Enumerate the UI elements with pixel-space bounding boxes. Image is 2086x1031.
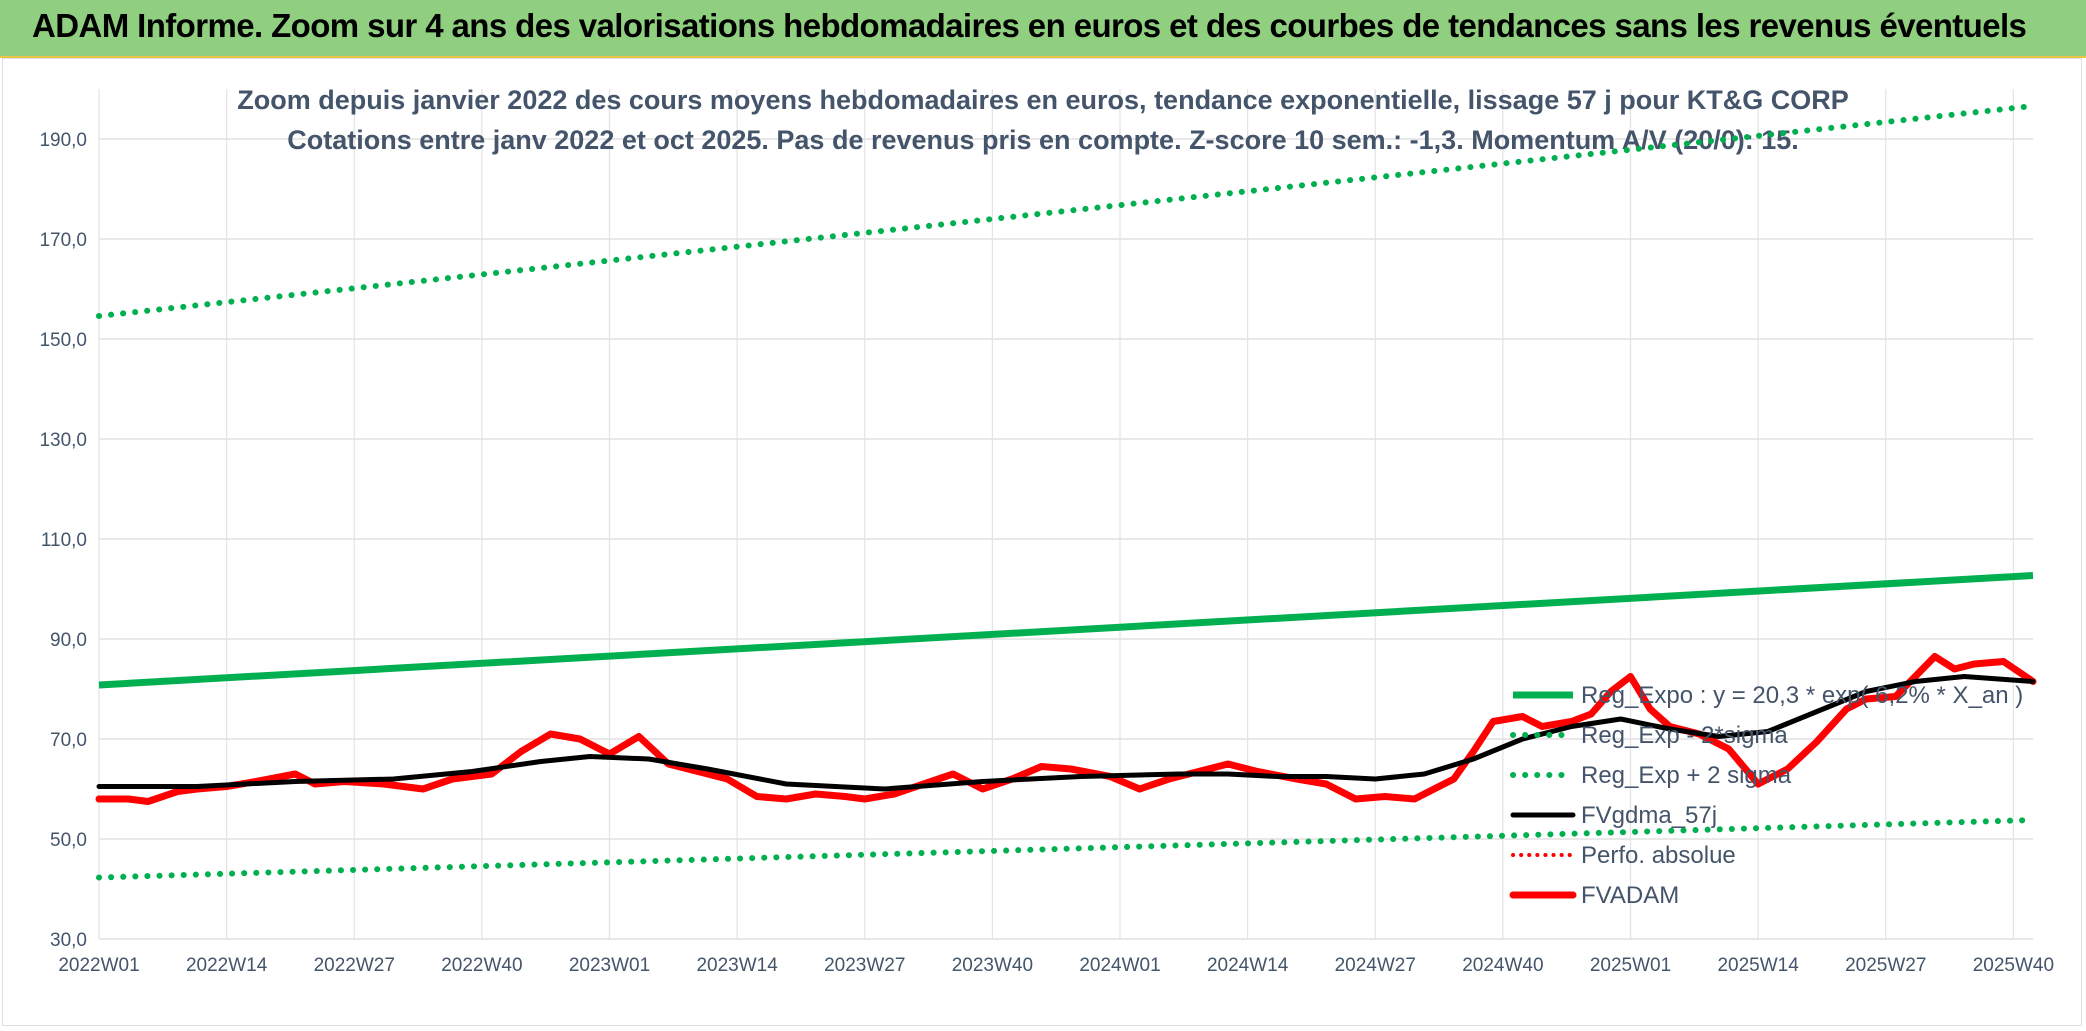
legend-label: FVADAM [1581, 882, 1679, 909]
header-bar: ADAM Informe. Zoom sur 4 ans des valoris… [0, 0, 2086, 58]
x-tick-label: 2023W40 [952, 955, 1033, 976]
y-tick-label: 90,0 [50, 630, 87, 651]
y-tick-label: 110,0 [41, 530, 87, 551]
x-tick-label: 2023W01 [569, 955, 650, 976]
series-line-5 [95, 653, 2037, 805]
series-line-3 [96, 674, 2036, 792]
y-tick-label: 150,0 [39, 330, 87, 351]
x-tick-label: 2022W27 [314, 955, 395, 976]
legend-label: Reg_Exp - 2*sigma [1581, 722, 1788, 749]
legend-label: FVgdma_57j [1581, 802, 1717, 829]
x-tick-label: 2025W14 [1717, 955, 1799, 976]
y-tick-label: 50,0 [50, 830, 87, 851]
x-tick-label: 2025W01 [1590, 955, 1671, 976]
y-tick-label: 30,0 [50, 930, 87, 951]
series-line-2 [96, 103, 2036, 319]
legend-label: Reg_Expo : y = 20,3 * exp( 6,2% * X_an ) [1581, 682, 2023, 709]
y-tick-label: 130,0 [39, 430, 87, 451]
x-tick-label: 2022W40 [441, 955, 522, 976]
series-line-1 [96, 817, 2036, 881]
x-tick-label: 2023W14 [696, 955, 778, 976]
axis-ticks: 30,0 50,0 70,0 90,0 110,0 130,0 150,0 170,0 190,… [39, 130, 2054, 976]
series-lines [95, 103, 2037, 881]
y-tick-label: 70,0 [50, 730, 87, 751]
legend-label: Reg_Exp + 2 sigma [1581, 762, 1792, 789]
x-tick-label: 2024W40 [1462, 955, 1543, 976]
series-line-0 [98, 572, 2034, 689]
x-tick-label: 2022W14 [186, 955, 268, 976]
chart-title: Zoom depuis janvier 2022 des cours moyen… [237, 85, 1848, 115]
chart-subtitle: Cotations entre janv 2022 et oct 2025. P… [287, 125, 1799, 155]
page-title: ADAM Informe. Zoom sur 4 ans des valoris… [32, 7, 2027, 44]
line-chart: 30,0 50,0 70,0 90,0 110,0 130,0 150,0 170,0 190,… [39, 85, 2054, 976]
y-tick-label: 190,0 [39, 130, 87, 151]
x-tick-label: 2024W14 [1207, 955, 1289, 976]
x-tick-label: 2023W27 [824, 955, 905, 976]
legend-label: Perfo. absolue [1581, 842, 1736, 869]
grid-lines [98, 89, 2033, 940]
y-tick-label: 170,0 [39, 230, 87, 251]
x-tick-label: 2024W27 [1335, 955, 1416, 976]
chart-frame: 30,0 50,0 70,0 90,0 110,0 130,0 150,0 170,0 190,… [2, 58, 2082, 1026]
x-tick-label: 2022W01 [58, 955, 139, 976]
x-tick-label: 2025W27 [1845, 955, 1926, 976]
legend: Reg_Expo : y = 20,3 * exp( 6,2% * X_an )… [1509, 682, 2023, 909]
x-tick-label: 2025W40 [1973, 955, 2054, 976]
x-tick-label: 2024W01 [1079, 955, 1160, 976]
